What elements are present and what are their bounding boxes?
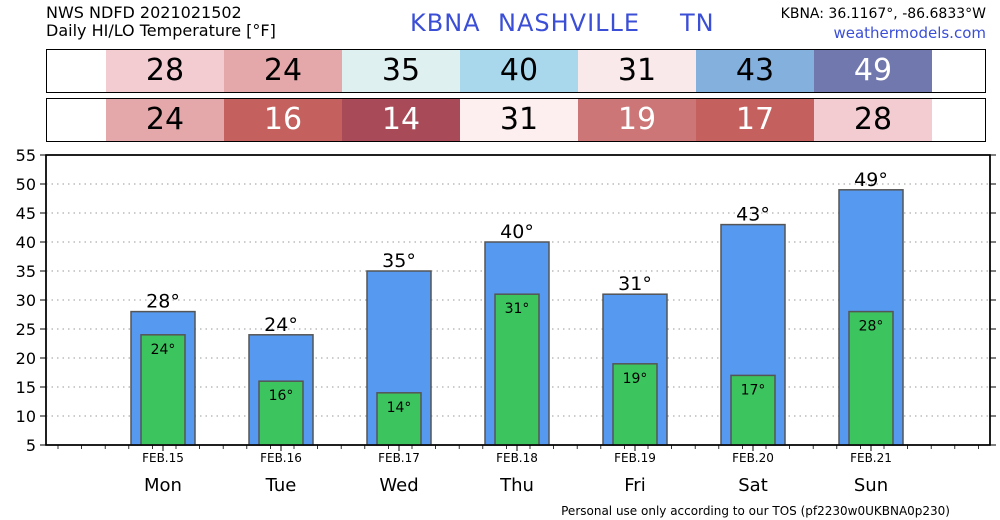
x-date-label-2: FEB.17 <box>378 451 420 465</box>
lo-bar-1 <box>258 380 304 446</box>
y-tick-label-5: 30 <box>16 291 36 310</box>
lo-value-label-1: 16° <box>269 388 294 404</box>
site-link[interactable]: weathermodels.com <box>833 24 986 42</box>
hi-value-label-3: 40° <box>500 221 534 243</box>
lo-temp-cell-3: 31 <box>460 99 578 141</box>
lo-bar-2 <box>376 392 422 446</box>
x-day-label-0: Mon <box>144 475 182 496</box>
lo-temp-cell-2: 14 <box>342 99 460 141</box>
lo-value-label-4: 19° <box>623 371 648 387</box>
x-day-label-6: Sun <box>854 475 888 496</box>
lo-value-label-6: 28° <box>859 319 884 335</box>
hi-temp-cell-2: 35 <box>342 50 460 92</box>
y-tick-label-10: 55 <box>16 146 36 165</box>
x-day-label-5: Sat <box>738 475 768 496</box>
lo-temp-cell-0: 24 <box>106 99 224 141</box>
station-id: KBNA <box>410 9 481 37</box>
lo-temp-strip: 24 16 14 31 19 17 28 <box>46 98 986 142</box>
y-tick-label-1: 10 <box>16 407 36 426</box>
lo-temp-cell-6: 28 <box>814 99 932 141</box>
lo-value-label-3: 31° <box>505 301 530 317</box>
hi-value-label-1: 24° <box>264 314 298 336</box>
hi-temp-cell-3: 40 <box>460 50 578 92</box>
y-tick-label-3: 20 <box>16 349 36 368</box>
y-tick-label-6: 35 <box>16 262 36 281</box>
hi-temp-cell-0: 28 <box>106 50 224 92</box>
x-date-label-0: FEB.15 <box>142 451 184 465</box>
plot-border <box>45 154 991 446</box>
lo-value-label-2: 14° <box>387 400 412 416</box>
x-day-label-2: Wed <box>379 475 418 496</box>
x-date-label-4: FEB.19 <box>614 451 656 465</box>
city-name: NASHVILLE <box>498 9 641 37</box>
hi-value-label-6: 49° <box>854 169 888 191</box>
hi-temp-cell-1: 24 <box>224 50 342 92</box>
y-tick-label-7: 40 <box>16 233 36 252</box>
lo-bar-4 <box>612 363 658 446</box>
y-tick-label-0: 5 <box>26 436 36 455</box>
x-date-label-1: FEB.16 <box>260 451 302 465</box>
hi-value-label-2: 35° <box>382 250 416 272</box>
state-name: TN <box>680 9 715 37</box>
x-date-label-5: FEB.20 <box>732 451 774 465</box>
y-tick-label-8: 45 <box>16 204 36 223</box>
lo-temp-cell-5: 17 <box>696 99 814 141</box>
x-day-label-4: Fri <box>624 475 645 496</box>
hi-temp-cell-6: 49 <box>814 50 932 92</box>
y-tick-label-2: 15 <box>16 378 36 397</box>
y-tick-label-4: 25 <box>16 320 36 339</box>
hi-value-label-5: 43° <box>736 204 770 226</box>
lo-value-label-0: 24° <box>151 342 176 358</box>
hi-value-label-0: 28° <box>146 291 180 313</box>
product-subtitle: Daily HI/LO Temperature [°F] <box>46 21 276 40</box>
lo-temp-cell-1: 16 <box>224 99 342 141</box>
tos-footer: Personal use only according to our TOS (… <box>561 504 950 518</box>
hi-value-label-4: 31° <box>618 273 652 295</box>
lo-bar-6 <box>848 310 894 446</box>
y-tick-label-9: 50 <box>16 175 36 194</box>
lo-bar-3 <box>494 293 540 446</box>
x-day-label-1: Tue <box>265 475 297 496</box>
product-title: NWS NDFD 2021021502 <box>46 3 242 22</box>
x-day-label-3: Thu <box>499 475 534 496</box>
lo-value-label-5: 17° <box>741 382 766 398</box>
hi-temp-cell-4: 31 <box>578 50 696 92</box>
lo-bar-5 <box>730 374 776 446</box>
hi-temp-strip: 28 24 35 40 31 43 49 <box>46 49 986 93</box>
station-coords: KBNA: 36.1167°, -86.6833°W <box>780 6 986 22</box>
lo-temp-cell-4: 19 <box>578 99 696 141</box>
x-date-label-6: FEB.21 <box>850 451 892 465</box>
x-date-label-3: FEB.18 <box>496 451 538 465</box>
hi-temp-cell-5: 43 <box>696 50 814 92</box>
